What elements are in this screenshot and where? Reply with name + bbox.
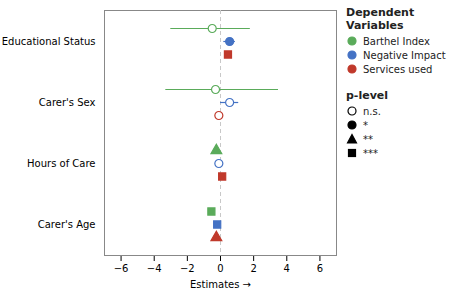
svg-text:Educational Status: Educational Status xyxy=(2,36,96,47)
svg-text:6: 6 xyxy=(317,263,323,274)
html-text:p-level: p-level xyxy=(346,89,389,102)
svg-text:Hours of Care: Hours of Care xyxy=(27,158,95,169)
html-text:Barthel Index: Barthel Index xyxy=(363,35,430,47)
html-text:n.s.: n.s. xyxy=(363,105,381,117)
svg-text:−4: −4 xyxy=(147,263,162,274)
svg-text:0: 0 xyxy=(217,263,223,274)
html-text:Dependent Variables: Dependent Variables xyxy=(346,6,415,32)
html-text:Negative Impact: Negative Impact xyxy=(363,49,446,61)
svg-text:−2: −2 xyxy=(180,263,195,274)
html-text:Services used: Services used xyxy=(363,63,433,75)
svg-text:2: 2 xyxy=(250,263,256,274)
svg-text:−6: −6 xyxy=(114,263,129,274)
svg-text:Estimates →: Estimates → xyxy=(190,279,251,290)
svg-text:Carer's Sex: Carer's Sex xyxy=(39,97,96,108)
svg-text:Carer's Age: Carer's Age xyxy=(38,219,96,230)
svg-text:4: 4 xyxy=(284,263,290,274)
